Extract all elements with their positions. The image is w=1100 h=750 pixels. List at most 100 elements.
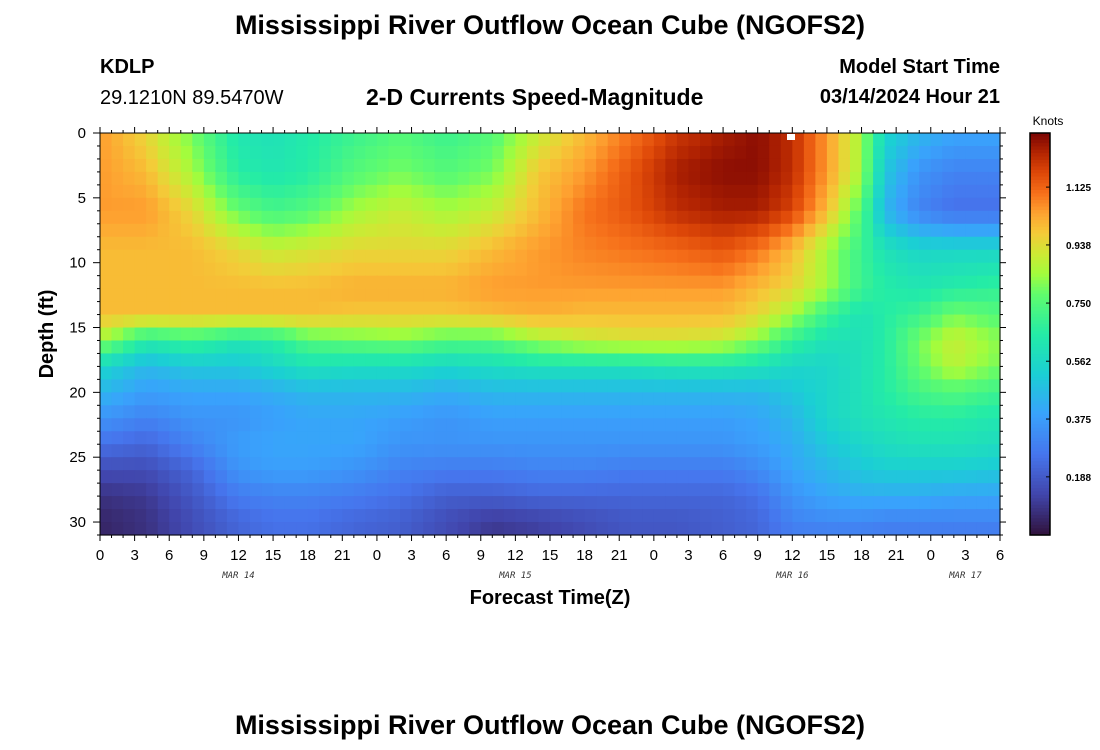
heatmap-cell <box>203 327 216 342</box>
heatmap-cell <box>100 210 113 225</box>
heatmap-cell <box>838 418 851 432</box>
heatmap-cell <box>100 392 113 406</box>
heatmap-cell <box>238 353 251 368</box>
heatmap-cell <box>250 392 263 406</box>
heatmap-cell <box>907 236 920 251</box>
heatmap-cell <box>538 145 551 160</box>
heatmap-cell <box>792 236 805 251</box>
y-tick-label: 5 <box>78 190 86 207</box>
heatmap-cell <box>873 184 886 199</box>
heatmap-cell <box>157 197 170 212</box>
heatmap-cell <box>596 379 609 393</box>
heatmap-cell <box>792 145 805 160</box>
heatmap-cell <box>711 223 724 238</box>
heatmap-cell <box>503 405 516 419</box>
heatmap-cell <box>469 431 482 445</box>
heatmap-cell <box>411 509 424 523</box>
heatmap-cell <box>526 327 540 342</box>
heatmap-cell <box>307 431 320 445</box>
heatmap-cell <box>919 522 932 536</box>
heatmap-cell <box>711 327 724 342</box>
heatmap-cell <box>434 353 447 368</box>
heatmap-cell <box>469 184 482 199</box>
heatmap-cell <box>434 522 447 536</box>
heatmap-cell <box>319 236 332 251</box>
heatmap-cell <box>930 470 943 484</box>
heatmap-cell <box>630 353 643 368</box>
colorbar-swatch <box>1030 186 1050 191</box>
heatmap-cell <box>630 483 643 497</box>
heatmap-cell <box>423 288 436 303</box>
heatmap-cell <box>261 379 274 393</box>
heatmap-cell <box>446 340 459 355</box>
heatmap-cell <box>838 275 851 290</box>
heatmap-cell <box>180 509 193 523</box>
colorbar-swatch <box>1030 223 1050 228</box>
heatmap-cell <box>434 275 447 290</box>
heatmap-cell <box>757 262 770 277</box>
heatmap-cell <box>873 366 886 380</box>
x-tick-label: 0 <box>96 547 104 564</box>
heatmap-cell <box>676 184 690 199</box>
heatmap-cell <box>538 353 551 368</box>
heatmap-cell <box>261 262 274 277</box>
heatmap-cell <box>780 444 793 458</box>
heatmap-cell <box>261 327 274 342</box>
heatmap-cell <box>492 288 505 303</box>
heatmap-cell <box>896 457 909 471</box>
colorbar-swatch <box>1030 367 1050 372</box>
heatmap-cell <box>896 418 909 432</box>
heatmap-cell <box>446 314 459 329</box>
heatmap-cell <box>400 353 413 368</box>
heatmap-cell <box>365 379 378 393</box>
heatmap-cell <box>273 379 286 393</box>
heatmap-cell <box>676 327 690 342</box>
heatmap-cell <box>180 353 193 368</box>
heatmap-cell <box>169 392 182 406</box>
heatmap-cell <box>457 236 470 251</box>
heatmap-cell <box>884 327 897 342</box>
heatmap-cell <box>711 133 724 147</box>
heatmap-cell <box>861 262 874 277</box>
heatmap-cell <box>226 301 240 316</box>
heatmap-cell <box>619 236 632 251</box>
heatmap-cell <box>376 431 390 445</box>
heatmap-cell <box>480 275 493 290</box>
heatmap-cell <box>446 171 459 186</box>
heatmap-cell <box>757 145 770 160</box>
heatmap-cell <box>400 379 413 393</box>
heatmap-cell <box>515 457 528 471</box>
colorbar-swatch <box>1030 421 1050 426</box>
heatmap-cell <box>573 522 586 536</box>
heatmap-cell <box>757 158 770 173</box>
heatmap-cell <box>757 405 770 419</box>
heatmap-cell <box>492 249 505 264</box>
heatmap-cell <box>769 444 782 458</box>
heatmap-cell <box>111 236 124 251</box>
heatmap-cell <box>238 275 251 290</box>
heatmap-cell <box>226 340 240 355</box>
heatmap-cell <box>376 197 390 212</box>
heatmap-cell <box>400 145 413 160</box>
heatmap-cell <box>792 301 805 316</box>
heatmap-cell <box>446 431 459 445</box>
heatmap-cell <box>503 392 516 406</box>
heatmap-cell <box>342 457 355 471</box>
heatmap-cell <box>861 171 874 186</box>
heatmap-cell <box>261 340 274 355</box>
heatmap-cell <box>365 249 378 264</box>
heatmap-cell <box>434 496 447 510</box>
heatmap-cell <box>907 340 920 355</box>
heatmap-cell <box>180 431 193 445</box>
heatmap-cell <box>434 392 447 406</box>
heatmap-cell <box>792 431 805 445</box>
heatmap-cell <box>688 418 701 432</box>
heatmap-cell <box>953 184 966 199</box>
heatmap-cell <box>353 509 366 523</box>
heatmap-cell <box>746 301 759 316</box>
heatmap-cell <box>446 418 459 432</box>
heatmap-cell <box>746 197 759 212</box>
colorbar-swatch <box>1030 159 1050 164</box>
heatmap-cell <box>284 431 297 445</box>
heatmap-cell <box>711 379 724 393</box>
